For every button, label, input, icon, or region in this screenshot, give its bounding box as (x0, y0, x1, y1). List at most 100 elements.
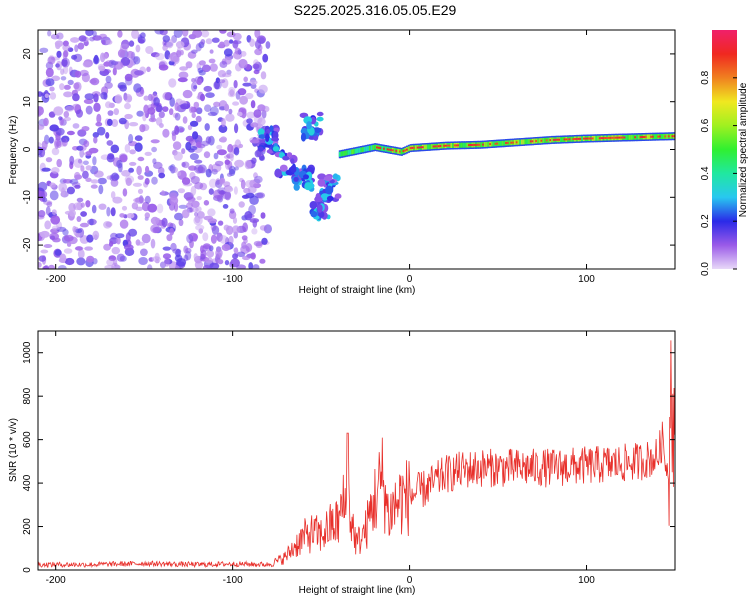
spectrogram-noise-cell (246, 111, 256, 119)
spectrogram-branch-cell (323, 176, 333, 181)
spectrogram-noise-cell (59, 253, 67, 263)
spectrogram-noise-cell (195, 115, 202, 123)
spectrogram-noise-cell (144, 151, 152, 156)
spectrogram-noise-cell (69, 178, 79, 185)
spectrogram-noise-cell (188, 106, 195, 114)
spectrogram-noise-cell (208, 188, 214, 195)
spectrogram-noise-cell (131, 30, 140, 39)
spectrogram-track-band (372, 145, 375, 150)
spectrogram-noise-cell (245, 92, 254, 100)
snr-x-tick-label: -200 (46, 575, 66, 586)
spectrogram-noise-cell (253, 109, 262, 118)
spectrogram-noise-cell (260, 71, 267, 80)
spectrogram-track-band (517, 139, 520, 145)
spectrogram-track-band (551, 137, 554, 143)
spectrogram-track-band (384, 146, 387, 152)
spectrogram-track-peak (395, 149, 398, 152)
spectrogram-track-peak (644, 135, 648, 138)
spectrogram-track-band (427, 144, 430, 150)
spectrogram-noise-cell (155, 117, 163, 126)
spectrogram-noise-cell (211, 168, 218, 175)
spectrogram-track-band (462, 142, 465, 148)
spectrogram-track-peak (377, 146, 380, 149)
spectrogram-noise-cell (63, 116, 71, 122)
spectrogram-track-band (423, 144, 426, 150)
spectrogram-noise-cell (63, 234, 74, 242)
spectrogram-track-band (629, 134, 632, 140)
spectrogram-branch-cell (272, 146, 280, 152)
spectrogram-track-peak (420, 146, 423, 149)
spectrogram-track-band (521, 139, 524, 145)
spectrogram-noise-cell (162, 44, 168, 52)
spectrogram-noise-cell (194, 164, 204, 174)
spectrogram-track-peak (618, 136, 621, 139)
spectrogram-noise-cell (229, 151, 234, 162)
spectrogram-track-band (466, 142, 469, 148)
spectrogram-noise-cell (90, 165, 99, 175)
spectrogram-noise-cell (132, 182, 142, 187)
spectrogram-noise-cell (193, 101, 200, 109)
spectrogram-noise-cell (169, 97, 175, 107)
spectrogram-noise-cell (238, 58, 248, 69)
spectrogram-track-peak (476, 143, 479, 146)
spectrogram-track-peak (482, 143, 485, 146)
spectrogram-track-band (358, 147, 361, 153)
spectrogram-track-peak (650, 135, 653, 138)
spectrogram-track-band (367, 146, 370, 151)
spectrogram-noise-cell (91, 204, 97, 214)
spectrogram-noise-cell (82, 160, 89, 166)
spectrogram-noise-cell (234, 123, 239, 134)
spectrogram-noise-cell (128, 228, 138, 237)
spectrogram-track-peak (422, 146, 425, 149)
spectrogram-noise-cell (248, 262, 254, 269)
spectrogram-noise-cell (120, 43, 129, 50)
spectrogram-track-peak (621, 136, 625, 139)
spectrogram-track-peak (598, 137, 602, 140)
spectrogram-track-band (630, 134, 633, 140)
spectrogram-noise-cell (72, 225, 77, 233)
spectrogram-track-band (524, 139, 527, 145)
spectrogram-track-band (581, 136, 584, 142)
spectrogram-track-peak (409, 147, 412, 150)
spectrogram-noise-cell (102, 69, 112, 74)
spectrogram-noise-cell (45, 157, 53, 163)
spectrogram-noise-cell (200, 249, 207, 259)
spectrogram-noise-cell (147, 107, 156, 115)
spectrogram-noise-cell (85, 200, 91, 208)
spectrogram-noise-cell (73, 158, 83, 168)
spectrogram-noise-cell (172, 141, 182, 151)
spectrogram-noise-cell (119, 84, 127, 92)
spectrogram-noise-cell (252, 63, 260, 70)
spectrogram-noise-cell (188, 200, 194, 206)
spectrogram-noise-cell (188, 232, 199, 242)
spectrogram-noise-cell (204, 104, 212, 112)
spectrogram-noise-cell (41, 167, 51, 172)
spectrogram-track-peak (591, 137, 594, 140)
spectrogram-track-band (342, 151, 345, 157)
spectrogram-noise-cell (84, 93, 95, 100)
spectrogram-noise-cell (97, 126, 106, 136)
spectrogram-track-band (662, 134, 665, 139)
spectrogram-track-peak (565, 138, 568, 141)
spectrogram-track-peak (386, 148, 389, 151)
spectrogram-noise-cell (241, 235, 248, 241)
spectrogram-noise-cell (76, 109, 83, 118)
spectrogram-track-band (393, 148, 396, 154)
spectrogram-track-peak (574, 138, 577, 140)
spectrogram-noise-cell (85, 177, 92, 182)
spectrogram-noise-cell (129, 149, 136, 155)
spectrogram-track-peak (413, 146, 416, 149)
spectrogram-track-peak (402, 150, 405, 153)
spectrogram-noise-cell (116, 236, 121, 245)
spectrogram-noise-cell (144, 195, 151, 204)
spectrogram-noise-cell (38, 255, 46, 262)
spectrogram-noise-cell (134, 135, 143, 142)
spectrogram-noise-cell (205, 92, 215, 98)
spectrogram-track-peak (473, 143, 476, 146)
spectrogram-noise-cell (183, 245, 189, 254)
spectrogram-y-tick-label: 0 (22, 146, 33, 152)
spectrogram-track-band (637, 134, 640, 140)
spectrogram-noise-cell (171, 131, 177, 142)
spectrogram-noise-cell (200, 93, 205, 102)
